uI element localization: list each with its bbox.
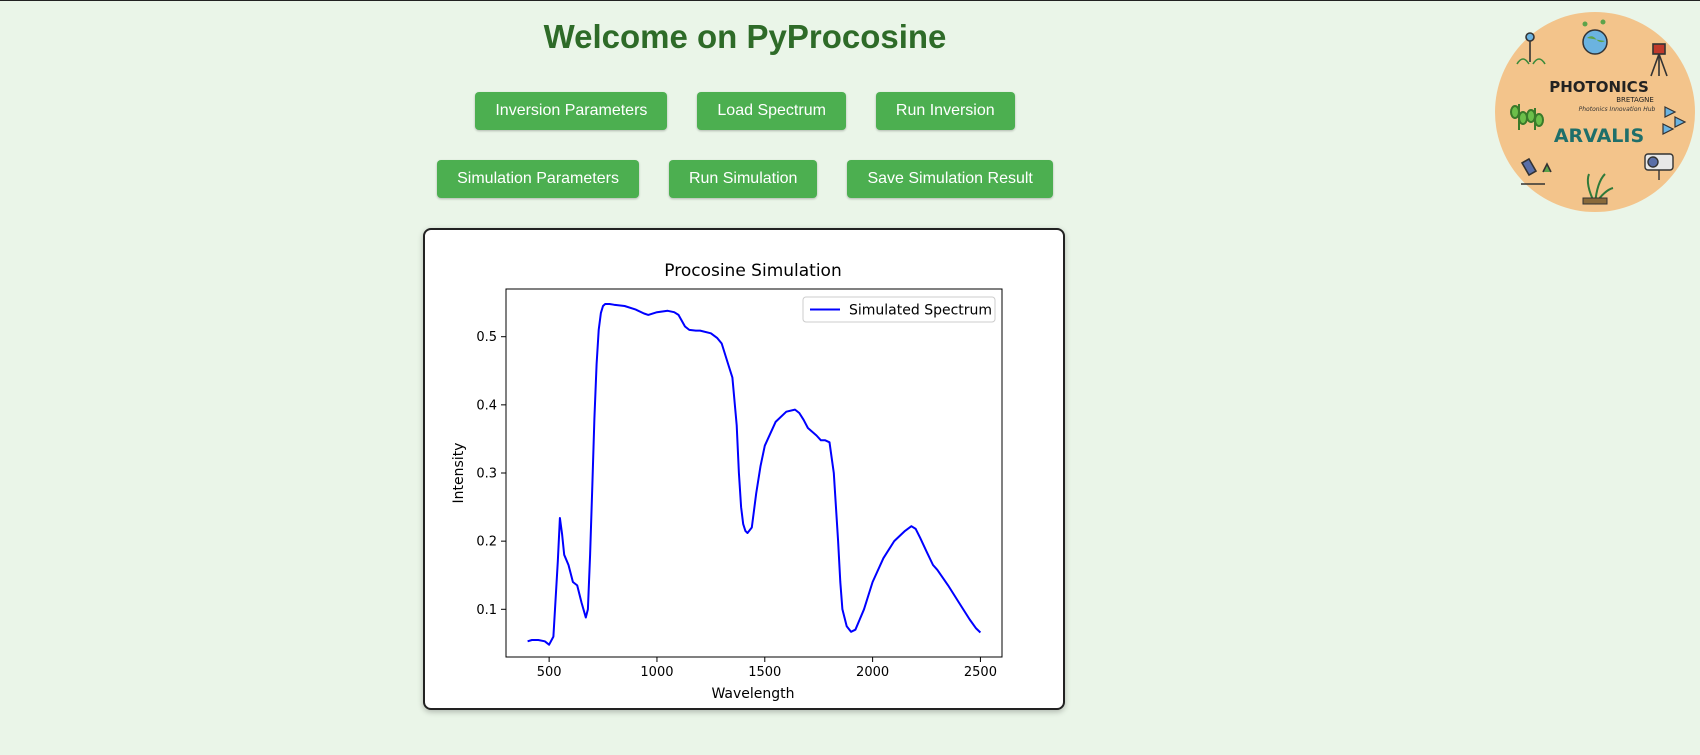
legend-box bbox=[802, 296, 996, 323]
inversion-parameters-button[interactable]: Inversion Parameters bbox=[475, 92, 668, 130]
x-tick-label: 1500 bbox=[748, 665, 781, 680]
legend-label: Simulated Spectrum bbox=[849, 303, 992, 319]
save-simulation-result-button[interactable]: Save Simulation Result bbox=[847, 160, 1053, 198]
series-line-simulated-spectrum bbox=[527, 303, 982, 646]
arvalis-wordmark: ARVALIS bbox=[1554, 125, 1644, 147]
y-tick-label: 0.1 bbox=[476, 603, 497, 618]
photonics-bretagne-wordmark: PHOTONICS bbox=[1549, 78, 1649, 96]
x-tick-label: 500 bbox=[537, 665, 562, 680]
y-tick-label: 0.3 bbox=[476, 467, 497, 482]
chart-card: Procosine Simulation 500 1000 1500 2000 2500… bbox=[423, 228, 1065, 710]
x-tick-label: 1000 bbox=[640, 665, 673, 680]
run-inversion-button[interactable]: Run Inversion bbox=[875, 92, 1015, 130]
camera-sensor-icon bbox=[1644, 153, 1674, 180]
top-border bbox=[0, 0, 1700, 1]
tripod-instrument-icon bbox=[1650, 43, 1668, 77]
y-tick-label: 0.4 bbox=[476, 398, 497, 413]
load-spectrum-button[interactable]: Load Spectrum bbox=[697, 92, 846, 130]
inversion-toolbar: Inversion Parameters Load Spectrum Run I… bbox=[0, 92, 1490, 130]
earth-plant-icon bbox=[1582, 19, 1608, 55]
simulation-parameters-button[interactable]: Simulation Parameters bbox=[437, 160, 639, 198]
page-title: Welcome on PyProcosine bbox=[543, 18, 947, 55]
x-axis-label: Wavelength bbox=[711, 686, 794, 702]
simulation-toolbar: Simulation Parameters Run Simulation Sav… bbox=[0, 160, 1490, 198]
bretagne-wordmark: BRETAGNE bbox=[1616, 96, 1654, 104]
chart-legend: Simulated Spectrum bbox=[802, 296, 996, 323]
chart-title: Procosine Simulation bbox=[664, 261, 842, 281]
y-tick-label: 0.5 bbox=[476, 330, 497, 345]
plant-growth-icon bbox=[1582, 173, 1614, 205]
crop-field-icon bbox=[1510, 104, 1544, 130]
farm-sensor-icon bbox=[1516, 32, 1546, 65]
simulation-chart: Procosine Simulation 500 1000 1500 2000 2500… bbox=[451, 261, 1003, 702]
microscope-icon bbox=[1520, 157, 1552, 185]
photonics-tagline: Photonics Innovation Hub bbox=[1579, 106, 1656, 113]
drone-fleet-icon bbox=[1662, 106, 1687, 135]
y-axis-label: Intensity bbox=[451, 443, 467, 504]
x-tick-label: 2500 bbox=[964, 665, 997, 680]
run-simulation-button[interactable]: Run Simulation bbox=[668, 160, 818, 198]
x-tick-label: 2000 bbox=[856, 665, 889, 680]
y-tick-label: 0.2 bbox=[476, 535, 497, 550]
partner-logo: PHOTONICS BRETAGNE Photonics Innovation … bbox=[1495, 12, 1695, 212]
